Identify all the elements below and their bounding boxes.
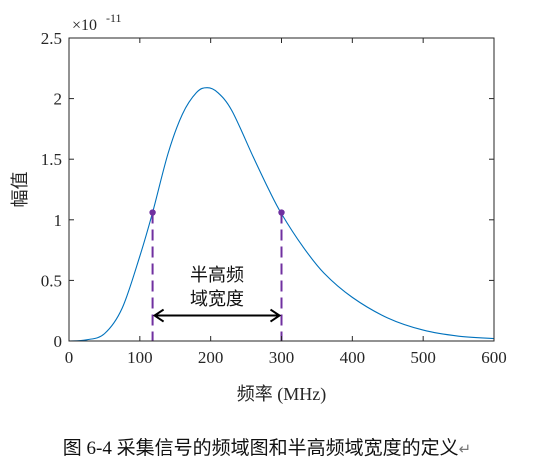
- x-tick-label: 300: [269, 348, 295, 367]
- return-mark: ↵: [458, 440, 472, 458]
- curve-layer: [68, 87, 495, 342]
- x-tick-label: 500: [410, 348, 436, 367]
- y-tick-label: 1.5: [41, 150, 62, 169]
- y-tick-label: 1: [54, 211, 63, 230]
- x-tick-label: 400: [340, 348, 366, 367]
- y-axis-label: 幅值: [10, 172, 30, 208]
- caption-text: 采集信号的频域图和半高频域宽度的定义: [116, 438, 459, 459]
- figure-caption: 图 6-4 采集信号的频域图和半高频域宽度的定义↵: [0, 433, 534, 461]
- width-arrow-head-left: [152, 308, 165, 323]
- annotation-label-line1: 半高频: [190, 265, 244, 285]
- half-max-point: [278, 209, 285, 216]
- y-tick-label: 2: [54, 90, 63, 109]
- caption-label: 图 6-4: [62, 438, 112, 459]
- y-tick-label: 0.5: [41, 271, 62, 290]
- x-tick-label: 100: [127, 348, 153, 367]
- x-tick-label: 200: [198, 348, 224, 367]
- width-arrow-head-right: [269, 308, 282, 323]
- y-tick-label: 2.5: [41, 29, 62, 48]
- x-axis-label: 频率 (MHz): [237, 384, 326, 405]
- x-tick-label: 600: [481, 348, 507, 367]
- y-tick-label: 0: [54, 332, 63, 351]
- half-max-point: [149, 209, 156, 216]
- tick-layer: 0 100 200 300 400 500 600 0 0.5 1 1.5 2 2.5: [41, 29, 507, 367]
- series-line: [68, 87, 495, 342]
- x-tick-label: 0: [65, 348, 74, 367]
- marker-layer: [149, 209, 285, 341]
- plot-frame: [68, 37, 495, 342]
- y-exponent-power: -11: [106, 11, 122, 25]
- y-exponent-base: ×10: [72, 17, 97, 34]
- annotation-label-line2: 域宽度: [190, 289, 244, 309]
